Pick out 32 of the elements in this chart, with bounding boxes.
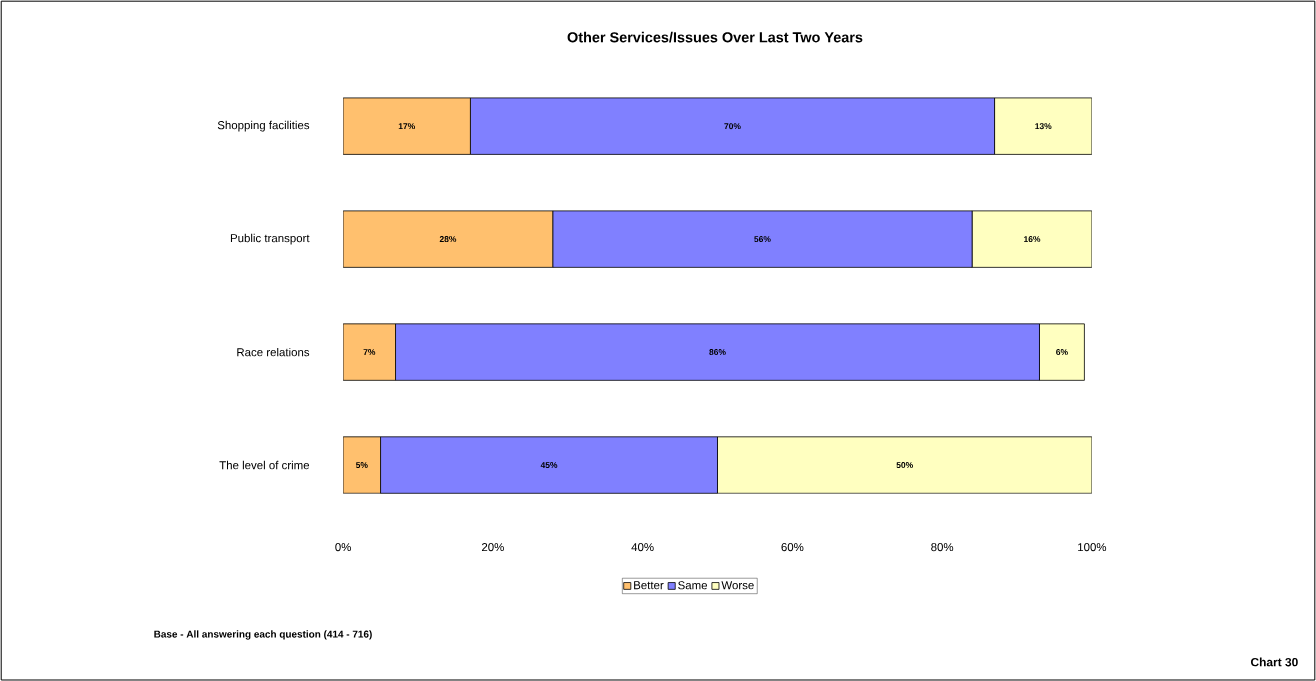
legend-label: Better xyxy=(634,581,664,590)
bar xyxy=(343,323,396,381)
data-label: 17% xyxy=(398,123,416,130)
data-label: 13% xyxy=(1035,123,1052,130)
data-label: 56% xyxy=(754,236,771,243)
y-tick-label: Public transport xyxy=(230,233,310,245)
y-tick-label: Race relations xyxy=(237,347,310,357)
x-tick-label: 20% xyxy=(481,542,504,552)
legend-label: Same xyxy=(678,581,708,590)
data-label: 6% xyxy=(1056,349,1068,355)
data-label: 7% xyxy=(363,349,376,355)
x-tick-label: 60% xyxy=(781,542,804,552)
x-tick-label: 0% xyxy=(335,542,351,552)
x-tick-label: 40% xyxy=(631,542,654,552)
data-label: 86% xyxy=(709,349,726,355)
chart-title: Other Services/Issues Over Last Two Years xyxy=(567,31,863,43)
data-label: 50% xyxy=(896,461,913,468)
bar xyxy=(343,97,471,155)
legend-label: Worse xyxy=(721,581,754,590)
y-tick-label: Shopping facilities xyxy=(217,120,310,132)
caption: Chart 30 xyxy=(1250,657,1298,667)
data-label: 45% xyxy=(540,461,558,468)
x-tick-label: 100% xyxy=(1078,542,1107,552)
data-label: 16% xyxy=(1024,236,1041,243)
text: Base - All answering each question (414 - 716) xyxy=(154,630,372,640)
y-tick-label: The level of crime xyxy=(219,460,310,470)
data-label: 70% xyxy=(724,123,741,130)
bar xyxy=(343,436,381,494)
bar xyxy=(343,210,554,268)
data-label: 28% xyxy=(439,236,457,243)
data-label: 5% xyxy=(355,461,368,468)
x-tick-label: 80% xyxy=(931,542,954,552)
